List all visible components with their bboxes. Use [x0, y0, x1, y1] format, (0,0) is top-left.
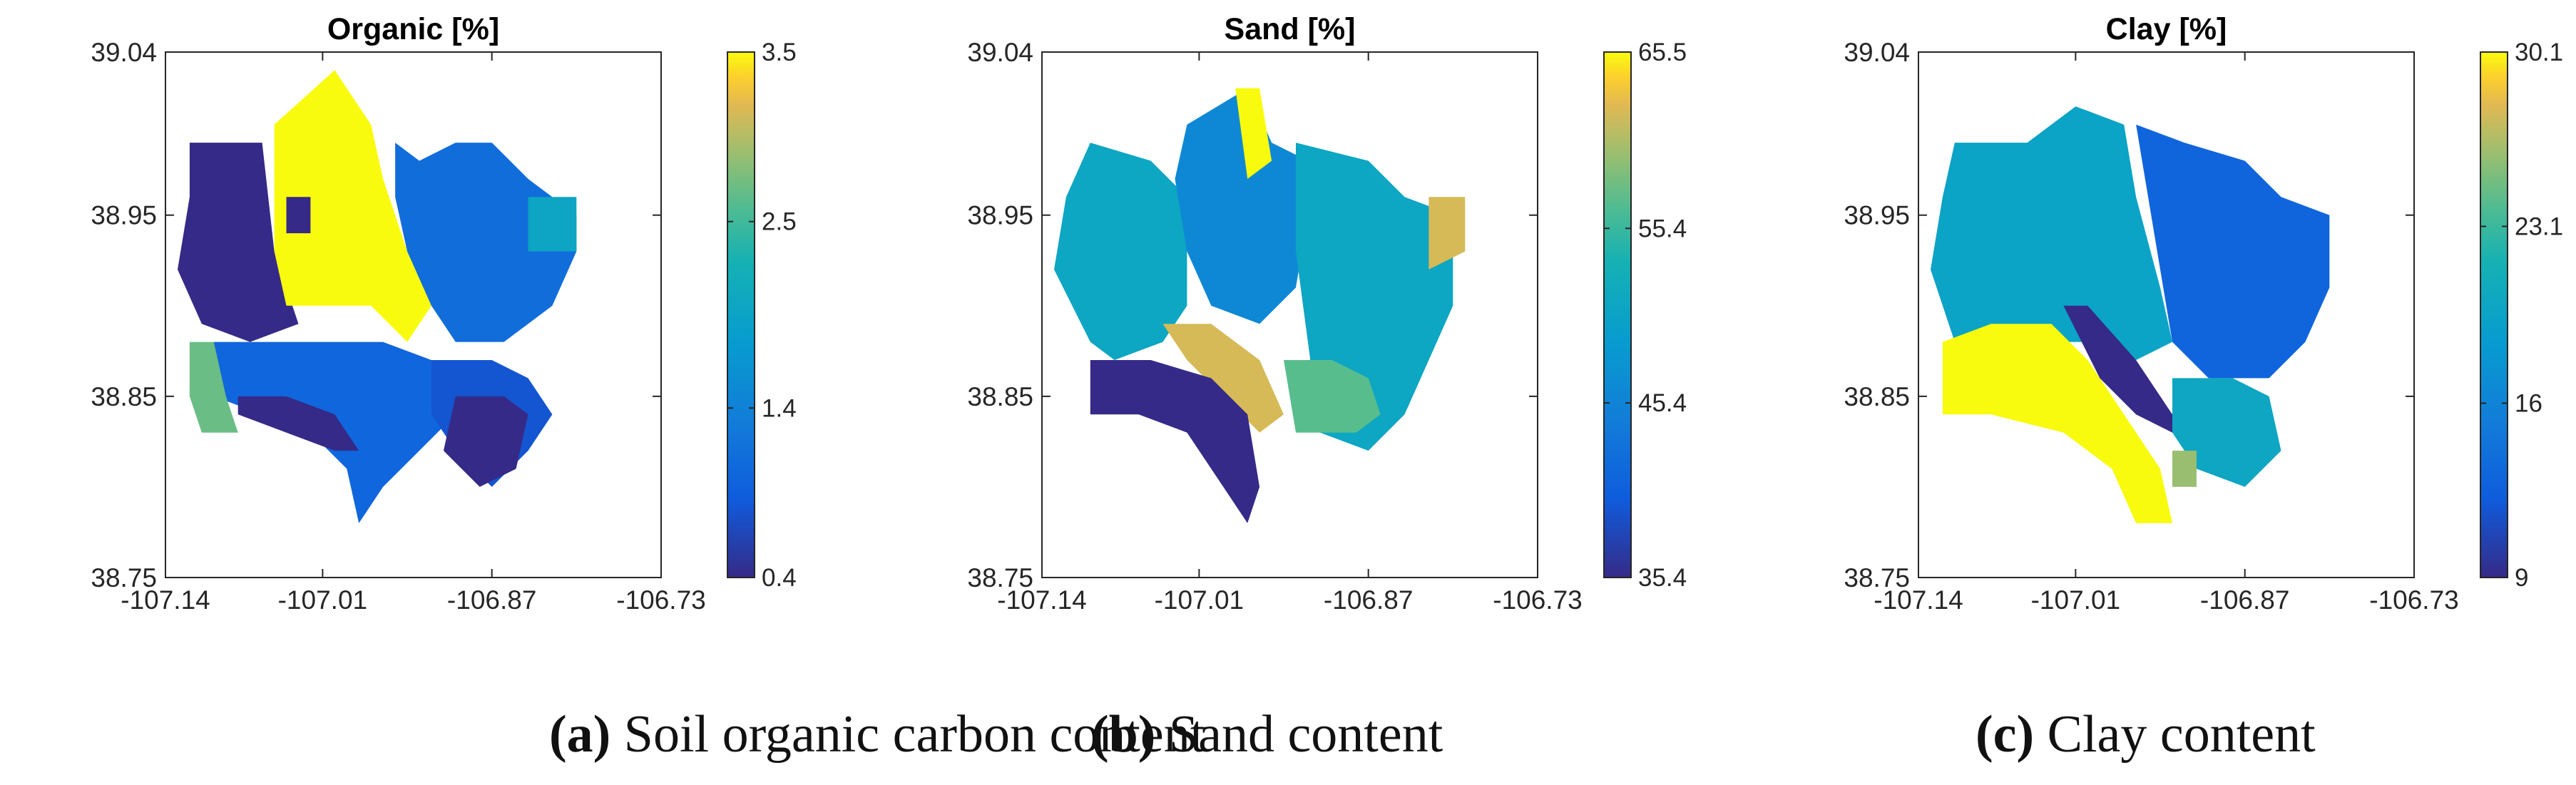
- colorbar-tick-label: 55.4: [1638, 215, 1687, 242]
- x-tick-label: -106.73: [1493, 585, 1583, 615]
- region-sw-yellow: [1942, 324, 2172, 523]
- y-tick-label: 38.75: [1844, 563, 1910, 592]
- region-n-yellow: [1235, 88, 1272, 179]
- caption-c-letter: (c): [1976, 705, 2035, 764]
- y-tick-label: 38.95: [967, 201, 1033, 230]
- x-tick-label: -106.73: [2369, 585, 2459, 615]
- y-tick-label: 38.95: [1844, 201, 1910, 230]
- region-nw-dark: [178, 143, 299, 342]
- chart-title: Sand [%]: [1225, 12, 1356, 46]
- x-tick-label: -106.73: [616, 585, 706, 615]
- region-s-dark-2: [443, 396, 528, 487]
- region-sw-dark: [1090, 360, 1260, 523]
- region-sw-olive: [189, 342, 238, 433]
- y-tick-label: 39.04: [967, 38, 1033, 67]
- colorbar: [1603, 51, 1632, 578]
- y-tick-label: 38.85: [1844, 382, 1910, 411]
- x-tick-label: -106.87: [1324, 585, 1414, 615]
- region-n-yellow: [274, 70, 431, 342]
- y-tick-label: 38.85: [91, 382, 157, 411]
- region-layer: [1931, 106, 2330, 523]
- chart-title: Organic [%]: [327, 12, 499, 46]
- region-s-dark-1: [237, 396, 359, 451]
- axes-box: [165, 51, 662, 578]
- colorbar-tick-label: 3.5: [762, 39, 797, 66]
- region-inner-dark: [286, 197, 311, 234]
- y-tick-label: 38.85: [967, 382, 1033, 411]
- x-tick-label: -106.87: [2200, 585, 2290, 615]
- panel-c: -107.14 -107.01 -106.87 -106.73 38.75 38.85 38…: [1844, 12, 2563, 615]
- region-center-tan: [1284, 360, 1381, 433]
- x-tick-label: -107.14: [997, 585, 1087, 615]
- caption-c-text: Clay content: [2034, 705, 2316, 764]
- y-tick-label: 38.95: [91, 201, 157, 230]
- colorbar-tick-label: 9: [2515, 564, 2528, 592]
- region-n-cyan: [1175, 88, 1308, 324]
- region-e-blue: [2136, 124, 2330, 379]
- colorbar-tick-label: 1.4: [762, 394, 797, 422]
- region-s-orange: [2172, 451, 2197, 487]
- caption-a-letter: (a): [549, 705, 611, 764]
- region-w-green: [1054, 143, 1187, 360]
- region-layer: [178, 70, 577, 523]
- colorbar-tick-label: 45.4: [1638, 389, 1687, 417]
- x-tick-label: -107.01: [278, 585, 368, 615]
- region-se-teal: [2172, 378, 2281, 487]
- colorbar: [2480, 51, 2508, 578]
- x-tick-label: -106.87: [447, 585, 537, 615]
- y-tick-label: 38.75: [91, 563, 157, 592]
- x-tick-label: -107.14: [121, 585, 210, 615]
- colorbar-tick-label: 0.4: [762, 564, 797, 592]
- caption-c: (c) Clay content: [1976, 704, 2316, 765]
- x-tick-label: -107.01: [2031, 585, 2121, 615]
- colorbar-tick-label: 2.5: [762, 208, 797, 236]
- chart-title: Clay [%]: [2106, 12, 2227, 46]
- y-tick-label: 39.04: [91, 38, 157, 67]
- panel-b: -107.14 -107.01 -106.87 -106.73 38.75 38.85 38…: [967, 12, 1687, 615]
- region-w-teal: [1931, 106, 2172, 360]
- caption-a-text: Soil organic carbon content: [610, 705, 1205, 764]
- region-east-mid: [395, 143, 577, 342]
- panel-a: -107.14 -107.01 -106.87 -106.73 38.75 38.85 38…: [91, 12, 796, 615]
- caption-a: (a) Soil organic carbon content: [549, 704, 1205, 765]
- region-ne-green: [528, 197, 577, 252]
- colorbar-tick-label: 30.1: [2515, 39, 2563, 66]
- y-tick-label: 38.75: [967, 563, 1033, 592]
- x-tick-label: -107.01: [1155, 585, 1244, 615]
- colorbar-tick-label: 23.1: [2515, 213, 2563, 241]
- region-s-orange: [1162, 324, 1284, 433]
- axes-box: [1918, 51, 2415, 578]
- caption-b-letter: (b): [1091, 705, 1156, 764]
- axes-box: [1041, 51, 1538, 578]
- region-layer: [1054, 88, 1466, 523]
- caption-b: (b) Sand content: [1091, 704, 1443, 765]
- colorbar: [727, 51, 755, 578]
- caption-b-text: Sand content: [1155, 705, 1443, 764]
- region-center-dark: [2063, 305, 2172, 433]
- region-ne-orange: [1428, 197, 1466, 270]
- colorbar-tick-label: 35.4: [1638, 564, 1687, 592]
- colorbar-tick-label: 16: [2515, 389, 2542, 417]
- colorbar-tick-label: 65.5: [1638, 39, 1687, 66]
- x-tick-label: -107.14: [1874, 585, 1963, 615]
- y-tick-label: 39.04: [1844, 38, 1910, 67]
